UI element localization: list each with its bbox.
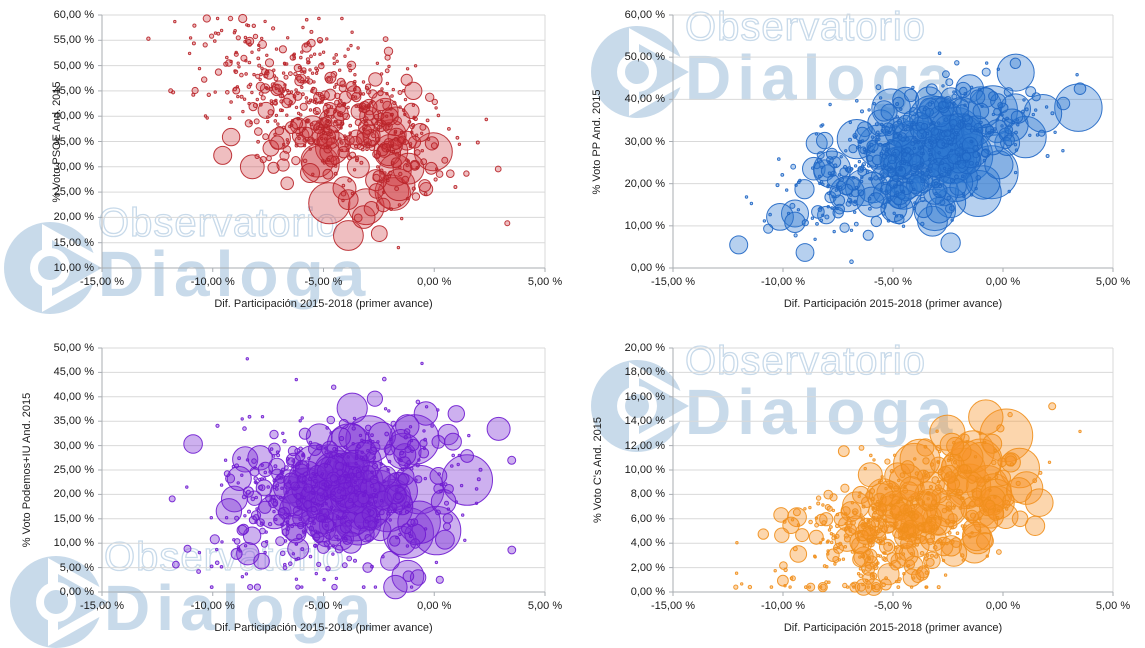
- y-tick-label: 0,00 %: [630, 586, 665, 598]
- y-tick-label: 50,00 %: [53, 59, 94, 72]
- y-tick-label: 20,00 %: [53, 488, 94, 501]
- y-tick-label: 40,00 %: [624, 93, 665, 106]
- y-tick-label: 60,00 %: [53, 9, 94, 21]
- x-tick-label: 5,00 %: [1095, 600, 1131, 612]
- y-tick-label: 60,00 %: [624, 9, 665, 21]
- y-tick-label: 15,00 %: [53, 236, 94, 249]
- y-tick-label: 30,00 %: [53, 439, 94, 452]
- chart-cs-bubble: Observatorio Dialoga % Voto C's And. 2015…: [573, 324, 1145, 648]
- x-tick-label: 0,00 %: [417, 600, 452, 612]
- x-axis-title: Dif. Participación 2015-2018 (primer ava…: [214, 298, 433, 310]
- y-tick-label: 18,00 %: [624, 366, 665, 379]
- y-tick-label: 14,00 %: [624, 415, 665, 428]
- y-tick-label: 50,00 %: [53, 342, 94, 354]
- svg-text:Observatorio: Observatorio: [685, 5, 926, 49]
- y-tick-label: 30,00 %: [624, 135, 665, 148]
- y-tick-label: 45,00 %: [53, 366, 94, 379]
- y-tick-label: 10,00 %: [53, 262, 94, 274]
- y-tick-label: 0,00 %: [59, 586, 94, 598]
- svg-text:Observatorio: Observatorio: [98, 201, 339, 245]
- x-tick-label: -15,00 %: [650, 276, 696, 288]
- y-tick-label: 25,00 %: [53, 464, 94, 476]
- c-s-plot: [669, 347, 1114, 596]
- psoe-plot: [98, 13, 546, 272]
- y-tick-label: 30,00 %: [53, 160, 94, 173]
- bubble-series: [729, 51, 1103, 265]
- y-tick-label: 5,00 %: [59, 561, 94, 574]
- x-tick-label: -5,00 %: [874, 600, 912, 612]
- x-tick-label: -10,00 %: [190, 276, 235, 288]
- x-tick-label: -10,00 %: [760, 600, 806, 612]
- y-tick-label: 35,00 %: [53, 135, 94, 148]
- y-tick-label: 10,00 %: [624, 464, 665, 476]
- y-tick-label: 20,00 %: [53, 211, 94, 224]
- y-tick-label: 35,00 %: [53, 415, 94, 428]
- svg-text:Dialoga: Dialoga: [104, 572, 377, 644]
- y-tick-label: 50,00 %: [624, 51, 665, 64]
- svg-text:Dialoga: Dialoga: [98, 238, 371, 310]
- svg-text:Dialoga: Dialoga: [685, 42, 958, 114]
- x-tick-label: -5,00 %: [304, 276, 343, 288]
- bubble-series: [146, 13, 511, 251]
- x-tick-label: 0,00 %: [985, 276, 1021, 288]
- chart-psoe-bubble: Observatorio Dialoga % Voto PSOE And. 201…: [0, 0, 572, 324]
- y-tick-label: 4,00 %: [630, 537, 665, 550]
- y-tick-label: 15,00 %: [53, 512, 94, 525]
- x-axis-title: Dif. Participación 2015-2018 (primer ava…: [783, 622, 1003, 634]
- x-axis-title: Dif. Participación 2015-2018 (primer ava…: [214, 622, 433, 634]
- x-tick-label: -15,00 %: [79, 276, 125, 288]
- y-tick-label: 10,00 %: [624, 219, 665, 232]
- x-tick-label: 5,00 %: [527, 276, 563, 288]
- x-tick-label: 5,00 %: [527, 600, 563, 612]
- y-tick-label: 20,00 %: [624, 177, 665, 190]
- y-tick-label: 10,00 %: [53, 537, 94, 550]
- y-tick-label: 45,00 %: [53, 84, 94, 97]
- y-tick-label: 2,00 %: [630, 561, 665, 574]
- y-tick-label: 12,00 %: [624, 439, 665, 452]
- y-tick-label: 40,00 %: [53, 110, 94, 123]
- x-tick-label: 0,00 %: [417, 276, 452, 288]
- x-tick-label: -15,00 %: [650, 600, 696, 612]
- x-tick-label: -5,00 %: [304, 600, 343, 612]
- y-tick-label: 0,00 %: [630, 262, 665, 274]
- y-tick-label: 40,00 %: [53, 390, 94, 403]
- y-tick-label: 16,00 %: [624, 390, 665, 403]
- x-axis-title: Dif. Participación 2015-2018 (primer ava…: [783, 298, 1003, 310]
- x-tick-label: 0,00 %: [985, 600, 1021, 612]
- svg-text:Dialoga: Dialoga: [685, 376, 958, 448]
- x-tick-label: -10,00 %: [760, 276, 806, 288]
- pp-plot: [669, 14, 1114, 272]
- chart-podemos-iu-bubble: Observatorio Dialoga % Voto Podemos+IU An…: [0, 324, 572, 648]
- chart-pp-bubble: Observatorio Dialoga % Voto PP And. 2015 …: [573, 0, 1145, 324]
- bubble-series: [168, 357, 517, 600]
- x-tick-label: 5,00 %: [1095, 276, 1131, 288]
- y-tick-label: 20,00 %: [624, 342, 665, 354]
- y-tick-label: 25,00 %: [53, 186, 94, 199]
- bubble-series: [733, 399, 1082, 596]
- y-tick-label: 55,00 %: [53, 34, 94, 47]
- x-tick-label: -5,00 %: [874, 276, 912, 288]
- x-tick-label: -15,00 %: [79, 600, 125, 612]
- y-tick-label: 6,00 %: [630, 512, 665, 525]
- y-tick-label: 8,00 %: [630, 488, 665, 501]
- svg-text:Observatorio: Observatorio: [685, 339, 926, 383]
- x-tick-label: -10,00 %: [190, 600, 235, 612]
- podemos-iu-plot: [98, 347, 546, 600]
